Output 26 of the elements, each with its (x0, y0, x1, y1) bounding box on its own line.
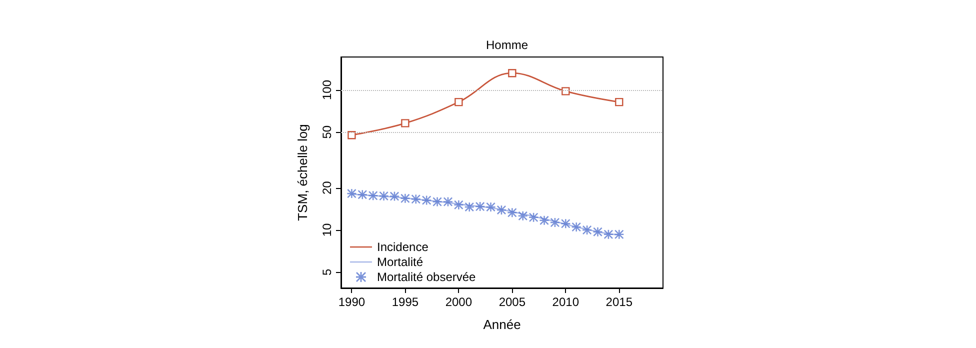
y-axis-title: TSM, échelle log (295, 124, 310, 221)
point (614, 230, 624, 239)
legend-label: Mortalité (377, 255, 424, 269)
point (401, 119, 410, 128)
point (562, 87, 570, 96)
point (508, 68, 516, 78)
x-axis-title: Année (483, 317, 521, 332)
x-tick-label: 2015 (606, 295, 633, 309)
legend-label: Mortalité observée (377, 270, 476, 284)
point (508, 208, 517, 218)
point (615, 98, 624, 106)
point (561, 219, 570, 228)
x-tick-label: 2000 (445, 295, 472, 309)
y-tick-label: 50 (320, 125, 334, 139)
x-tick-label: 2010 (552, 295, 580, 309)
legend-label: Incidence (377, 240, 429, 254)
x-tick-label: 1990 (338, 295, 366, 309)
y-tick-label: 10 (320, 222, 334, 237)
y-tick-label: 100 (320, 80, 334, 100)
x-tick-label: 2005 (498, 295, 526, 309)
y-tick-label: 5 (320, 268, 334, 276)
point (348, 131, 356, 140)
y-tick-label: 20 (320, 180, 334, 195)
point (454, 98, 463, 106)
chart-title: Homme (486, 38, 528, 52)
x-tick-label: 1995 (392, 295, 419, 309)
